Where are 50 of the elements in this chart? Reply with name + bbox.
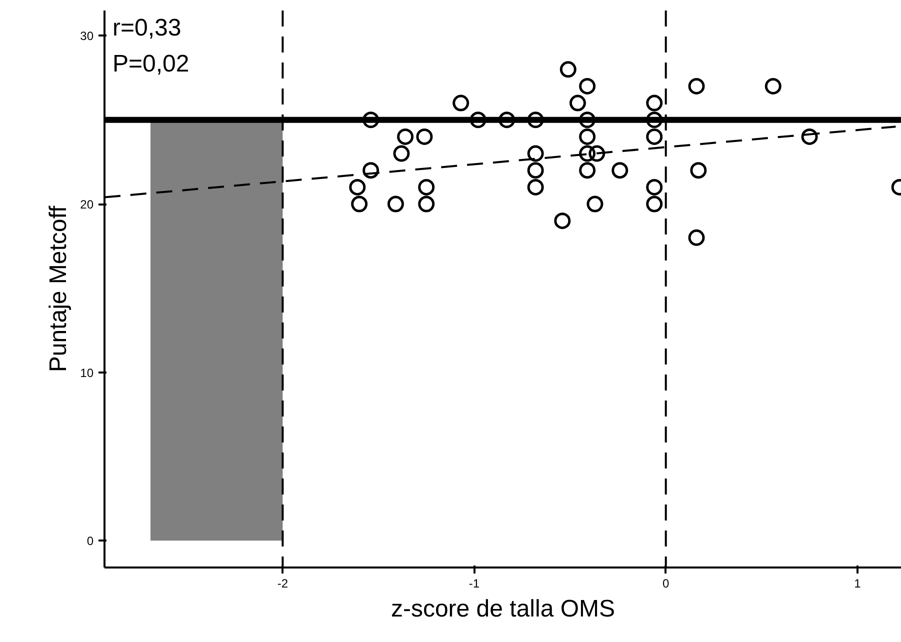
point [527, 162, 544, 179]
point [646, 112, 663, 128]
point [579, 112, 596, 128]
point [452, 94, 470, 112]
x-tick-label: -2 [277, 576, 288, 590]
point [362, 162, 380, 179]
point [560, 61, 576, 78]
point [527, 112, 544, 128]
point [418, 178, 435, 196]
point [569, 94, 586, 112]
point [418, 196, 435, 212]
point [612, 162, 628, 179]
point [646, 94, 663, 112]
point [351, 196, 368, 212]
point [688, 229, 705, 246]
point [579, 145, 596, 162]
annotation: r=0,33 [112, 14, 182, 42]
point [579, 78, 596, 94]
point [646, 196, 663, 212]
point [646, 178, 663, 196]
y-tick-label: 30 [80, 29, 94, 44]
point [690, 162, 707, 179]
y-axis-title: Puntaje Metcoff [45, 206, 72, 372]
point [387, 196, 404, 212]
point [498, 112, 516, 128]
point [527, 145, 544, 162]
point [397, 128, 414, 145]
point [688, 78, 705, 94]
point [586, 196, 604, 212]
point [764, 78, 782, 94]
point [416, 128, 433, 145]
x-tick-label: 0 [662, 576, 670, 590]
point [554, 212, 571, 230]
y-tick-label: 10 [80, 366, 94, 380]
annotation: P=0,02 [112, 50, 190, 78]
point [646, 128, 663, 145]
point [579, 128, 596, 145]
point [349, 178, 366, 196]
x-tick-label: 1 [854, 576, 862, 590]
point [527, 178, 544, 196]
x-tick-label: -1 [468, 576, 480, 590]
y-tick-label: 20 [80, 198, 94, 212]
x-axis-title: z-score de talla OMS [390, 596, 616, 622]
y-tick-label: 0 [86, 534, 94, 548]
point [393, 145, 410, 162]
point [801, 128, 818, 145]
point [470, 112, 486, 128]
point [579, 162, 596, 179]
point [362, 112, 380, 128]
point [588, 145, 606, 162]
